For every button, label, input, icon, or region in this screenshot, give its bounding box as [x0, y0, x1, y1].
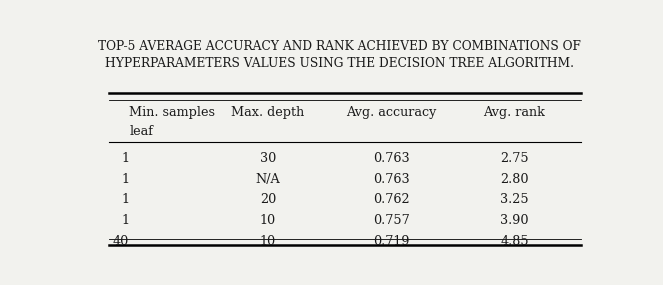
Text: HYPERPARAMETERS VALUES USING THE DECISION TREE ALGORITHM.: HYPERPARAMETERS VALUES USING THE DECISIO…: [105, 57, 574, 70]
Text: 3.25: 3.25: [500, 194, 529, 206]
Text: 2.75: 2.75: [500, 152, 529, 165]
Text: 1: 1: [121, 214, 129, 227]
Text: 30: 30: [260, 152, 276, 165]
Text: 0.719: 0.719: [373, 235, 410, 248]
Text: 40: 40: [113, 235, 129, 248]
Text: Avg. rank: Avg. rank: [483, 106, 546, 119]
Text: 1: 1: [121, 172, 129, 186]
Text: 0.762: 0.762: [373, 194, 410, 206]
Text: TOP-5 AVERAGE ACCURACY AND RANK ACHIEVED BY COMBINATIONS OF: TOP-5 AVERAGE ACCURACY AND RANK ACHIEVED…: [98, 40, 581, 53]
Text: 0.763: 0.763: [373, 152, 410, 165]
Text: 4.85: 4.85: [500, 235, 529, 248]
Text: Min. samples: Min. samples: [129, 106, 215, 119]
Text: N/A: N/A: [255, 172, 280, 186]
Text: 10: 10: [260, 235, 276, 248]
Text: Avg. accuracy: Avg. accuracy: [346, 106, 436, 119]
Text: 20: 20: [260, 194, 276, 206]
Text: 1: 1: [121, 194, 129, 206]
Text: 10: 10: [260, 214, 276, 227]
Text: Max. depth: Max. depth: [231, 106, 304, 119]
Text: 0.757: 0.757: [373, 214, 410, 227]
Text: 3.90: 3.90: [501, 214, 528, 227]
Text: 0.763: 0.763: [373, 172, 410, 186]
Text: 1: 1: [121, 152, 129, 165]
Text: leaf: leaf: [129, 125, 153, 138]
Text: 2.80: 2.80: [501, 172, 528, 186]
